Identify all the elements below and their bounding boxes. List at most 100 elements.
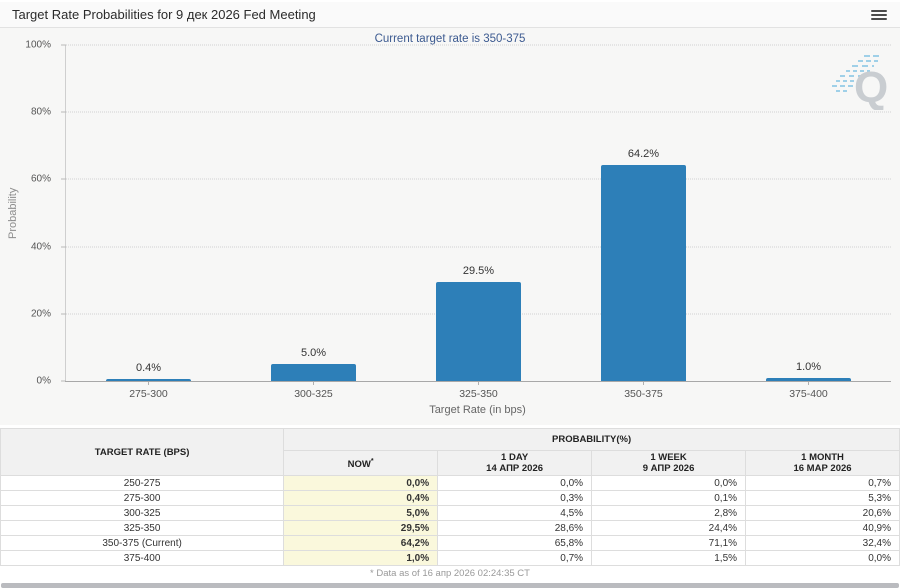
header-bar: Target Rate Probabilities for 9 дек 2026… (0, 0, 900, 28)
bar-value-label: 29.5% (462, 264, 495, 277)
gridline (66, 111, 891, 113)
bottom-scrollbar[interactable] (1, 583, 899, 588)
asterisk: * (370, 457, 374, 465)
bar-series: 0.4% 275-300 5.0% 300-325 29.5% 325-350 64.2% 3… (66, 45, 891, 400)
y-tick-mark (61, 178, 66, 180)
bar-slot: 0.4% 275-300 (66, 45, 231, 400)
1month-probability-cell: 20,6% (745, 505, 900, 521)
table-subheader-row: NOW* 1 DAY 14 АПР 2026 1 WEEK 9 АПР 2026 1… (1, 450, 900, 476)
rate-range-cell: 375-400 (0, 550, 285, 566)
x-tick-mark (808, 381, 809, 385)
1day-probability-cell: 28,6% (437, 520, 593, 536)
y-tick-label: 40% (30, 241, 51, 253)
quikstrike-watermark-icon: Q (830, 50, 888, 115)
hamburger-menu-icon[interactable] (870, 7, 888, 23)
probability-table: TARGET RATE (BPS) PROBABILITY(%) NOW* 1 … (0, 428, 900, 566)
x-category-label: 375-400 (789, 388, 828, 400)
col-header-probability: PROBABILITY(%) (283, 428, 900, 451)
rate-range-cell: 350-375 (Current) (0, 535, 285, 551)
1week-probability-cell: 2,8% (591, 505, 747, 521)
1week-probability-cell: 1,5% (591, 550, 747, 566)
col-header-now: NOW* (283, 450, 439, 476)
x-tick-mark (313, 381, 314, 385)
x-category-label: 300-325 (294, 388, 333, 400)
y-tick-mark (61, 246, 66, 248)
y-tick-mark (61, 44, 66, 46)
col-header-1month: 1 MONTH 16 МАР 2026 (745, 450, 900, 476)
bar-325-350[interactable] (435, 281, 522, 381)
1week-probability-cell: 24,4% (591, 520, 747, 536)
x-axis-line (65, 381, 891, 382)
bar-slot: 64.2% 350-375 (561, 45, 726, 400)
table-row: 375-400 1,0% 0,7% 1,5% 0,0% (0, 550, 900, 566)
x-tick-mark (478, 381, 479, 385)
bar-value-label: 5.0% (300, 347, 327, 360)
table-header: TARGET RATE (BPS) PROBABILITY(%) NOW* 1 … (0, 428, 900, 476)
now-probability-cell: 0,4% (283, 490, 439, 506)
gridline (66, 44, 891, 46)
y-tick-label: 0% (36, 375, 51, 387)
plot-area: 0.4% 275-300 5.0% 300-325 29.5% 325-350 64.2% 3… (61, 44, 891, 400)
col-header-now-label: NOW (347, 459, 371, 471)
y-tick-mark (61, 313, 66, 315)
x-category-label: 325-350 (459, 388, 498, 400)
col-header-1day: 1 DAY 14 АПР 2026 (437, 450, 593, 476)
table-header-row: TARGET RATE (BPS) PROBABILITY(%) (0, 428, 900, 476)
table-body: 250-275 0,0% 0,0% 0,0% 0,7% 275-300 0,4% 0,3% 0,… (0, 475, 900, 566)
table-row: 250-275 0,0% 0,0% 0,0% 0,7% (0, 475, 900, 491)
y-axis-ticks: 0% 20% 40% 60% 80% 100% (0, 40, 60, 387)
table-row: 275-300 0,4% 0,3% 0,1% 5,3% (0, 490, 900, 506)
x-tick-mark (148, 381, 149, 385)
bar-value-label: 0.4% (135, 362, 162, 374)
table-row: 300-325 5,0% 4,5% 2,8% 20,6% (0, 505, 900, 521)
x-category-label: 350-375 (624, 388, 663, 400)
chart-subtitle: Current target rate is 350-375 (374, 33, 526, 45)
gridline (66, 178, 891, 180)
page-title: Target Rate Probabilities for 9 дек 2026… (12, 7, 316, 22)
1day-probability-cell: 0,7% (437, 550, 593, 566)
chart-section: Current target rate is 350-375 Q Probabi… (0, 28, 900, 425)
y-tick-label: 80% (30, 106, 51, 118)
y-tick-label: 100% (25, 39, 51, 51)
bar-300-325[interactable] (270, 364, 357, 381)
col-header-1month-label: 1 MONTH (801, 452, 844, 463)
now-probability-cell: 0,0% (283, 475, 439, 491)
1week-probability-cell: 0,0% (591, 475, 747, 491)
y-tick-label: 20% (30, 308, 51, 320)
data-as-of-note: * Data as of 16 апр 2026 02:24:35 CT (370, 568, 530, 579)
hamburger-bar (871, 9, 887, 12)
y-tick-mark (61, 111, 66, 113)
1month-probability-cell: 0,0% (745, 550, 900, 566)
bar-350-375[interactable] (600, 165, 687, 381)
1month-probability-cell: 32,4% (745, 535, 900, 551)
bar-275-300[interactable] (105, 379, 192, 381)
1month-probability-cell: 40,9% (745, 520, 900, 536)
table-row: 350-375 (Current) 64,2% 65,8% 71,1% 32,4% (0, 535, 900, 551)
svg-text:Q: Q (854, 63, 888, 110)
table-row: 325-350 29,5% 28,6% 24,4% 40,9% (0, 520, 900, 536)
now-probability-cell: 64,2% (283, 535, 439, 551)
1day-probability-cell: 0,0% (437, 475, 593, 491)
bar-value-label: 64.2% (627, 148, 660, 161)
col-header-1week-label: 1 WEEK (650, 452, 687, 463)
bar-slot: 29.5% 325-350 (396, 45, 561, 400)
col-header-1day-date: 14 АПР 2026 (486, 463, 544, 474)
bar-slot: 1.0% 375-400 (726, 45, 891, 400)
hamburger-bar (871, 17, 887, 20)
1week-probability-cell: 0,1% (591, 490, 747, 506)
bar-375-400[interactable] (765, 377, 852, 381)
now-probability-cell: 1,0% (283, 550, 439, 566)
col-header-1month-date: 16 МАР 2026 (793, 463, 852, 474)
now-probability-cell: 5,0% (283, 505, 439, 521)
bar-slot: 5.0% 300-325 (231, 45, 396, 400)
hamburger-bar (871, 13, 887, 16)
gridline (66, 246, 891, 248)
1month-probability-cell: 5,3% (745, 490, 900, 506)
y-tick-mark (61, 380, 66, 382)
1week-probability-cell: 71,1% (591, 535, 747, 551)
col-header-1day-label: 1 DAY (501, 452, 529, 463)
bar-value-label: 1.0% (795, 360, 822, 373)
x-tick-mark (643, 381, 644, 385)
x-category-label: 275-300 (129, 388, 168, 400)
